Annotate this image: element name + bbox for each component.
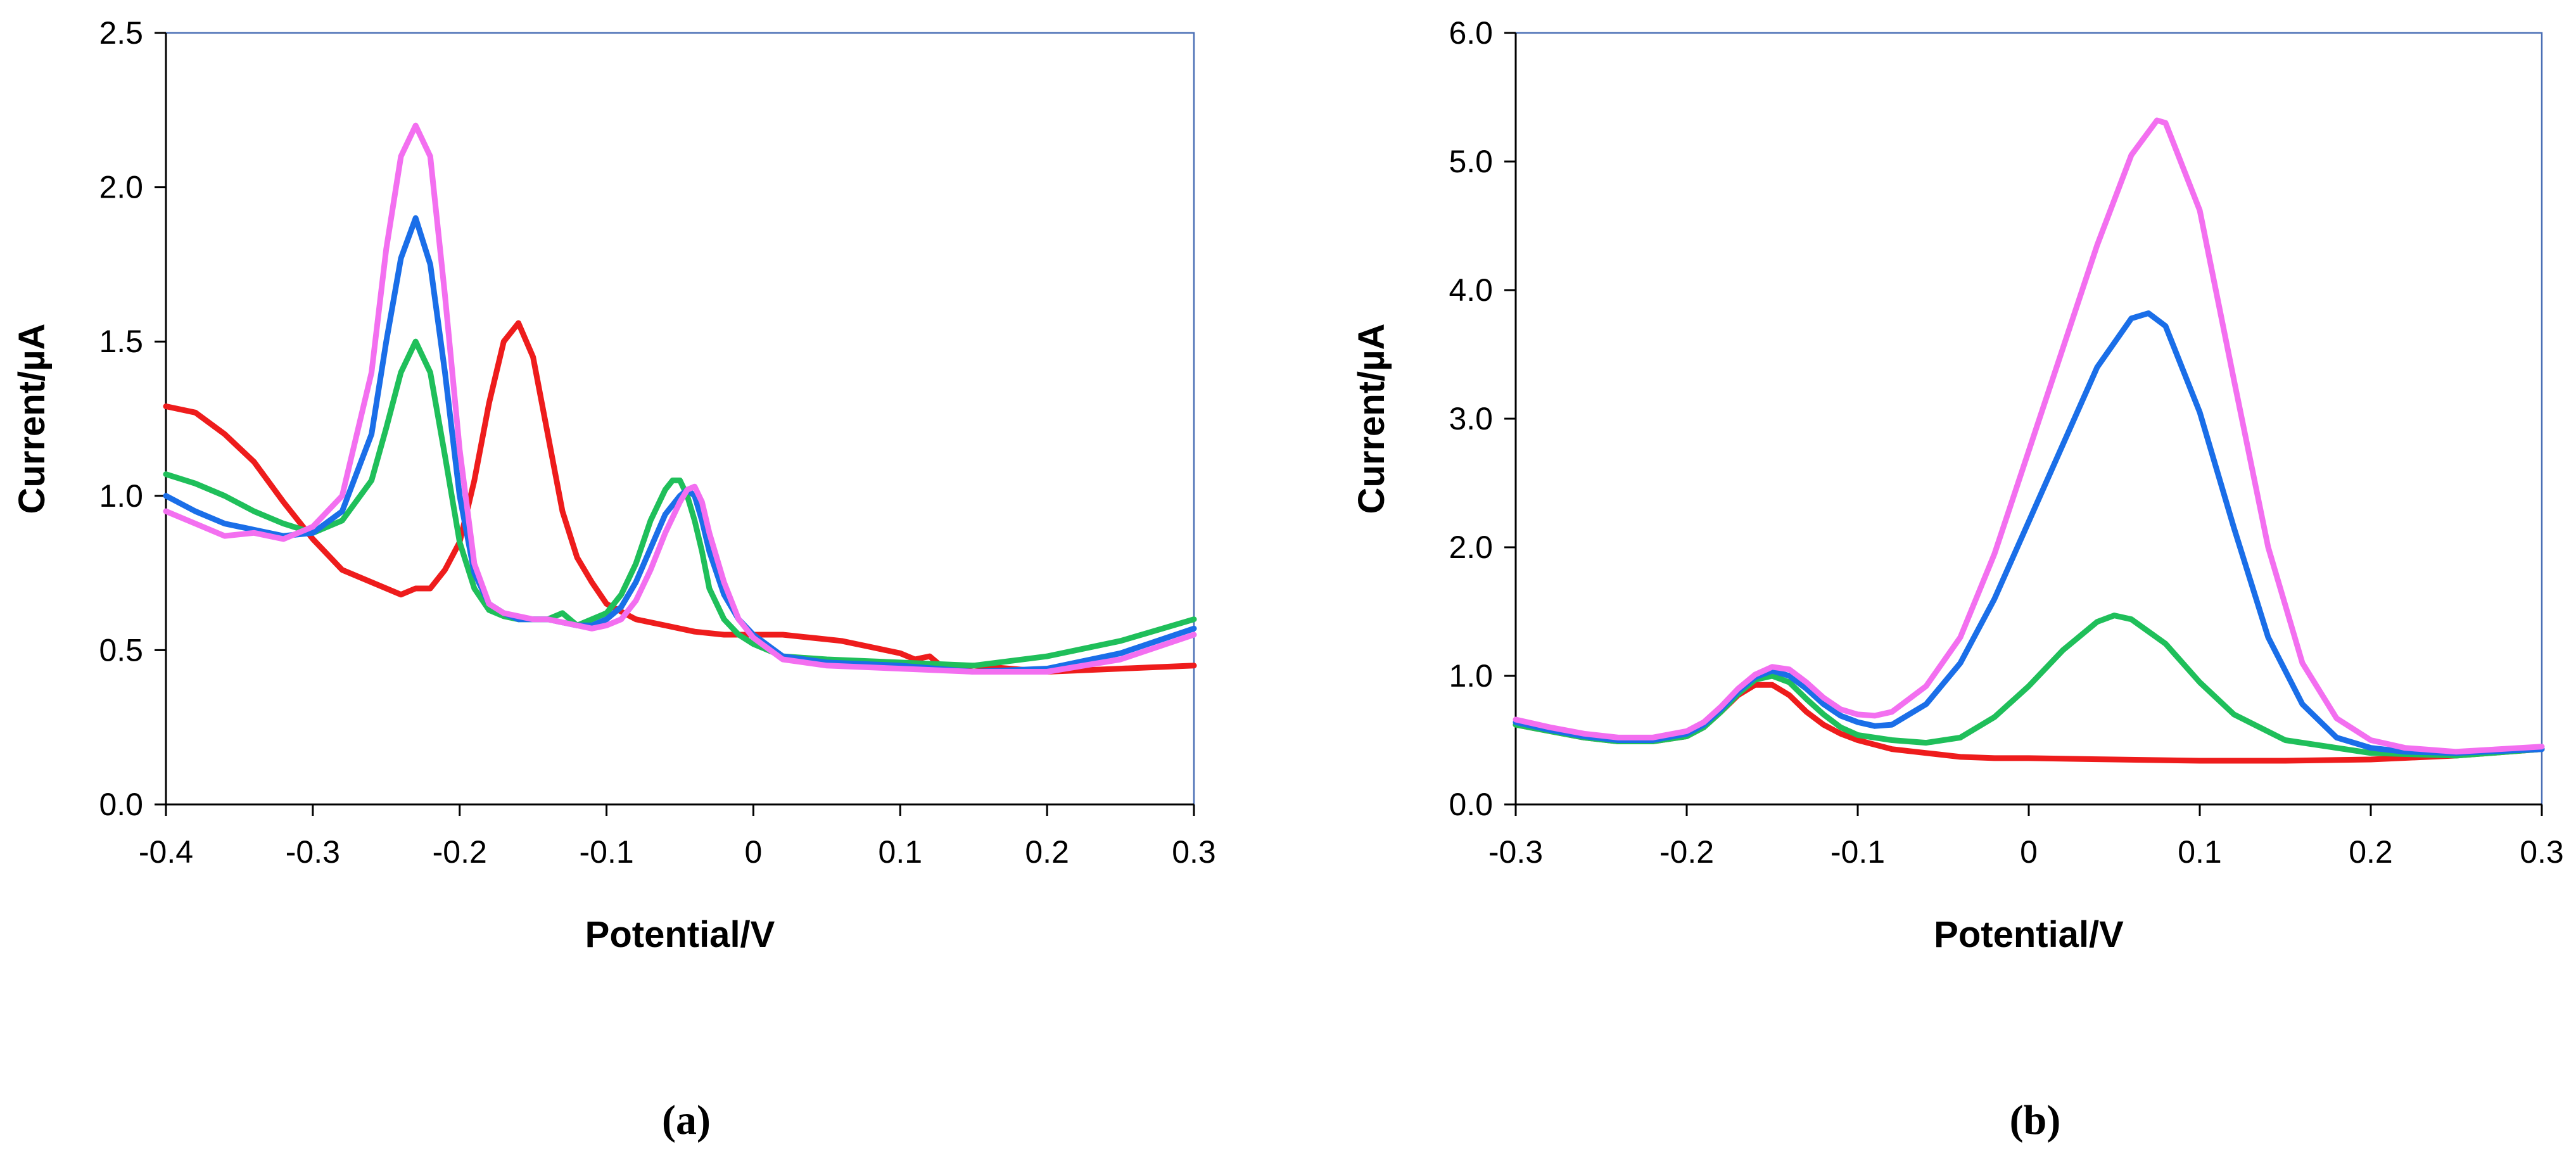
y-tick-label: 2.5 bbox=[99, 15, 143, 51]
series-line-red bbox=[163, 320, 1197, 675]
x-tick-label: -0.4 bbox=[139, 834, 193, 870]
y-tick-label: 1.0 bbox=[1449, 658, 1493, 694]
y-tick-label: 0.5 bbox=[99, 632, 143, 668]
y-tick-label: 0.0 bbox=[1449, 787, 1493, 822]
x-tick-label: -0.3 bbox=[286, 834, 340, 870]
y-axis-title: Current/µA bbox=[11, 324, 53, 514]
x-tick-label: -0.1 bbox=[579, 834, 633, 870]
x-axis-title: Potential/V bbox=[1934, 914, 2124, 955]
y-tick-label: 4.0 bbox=[1449, 272, 1493, 308]
y-tick-label: 3.0 bbox=[1449, 401, 1493, 436]
x-tick-label: -0.1 bbox=[1830, 834, 1885, 870]
y-tick-label: 1.5 bbox=[99, 324, 143, 359]
series-line-magenta bbox=[1513, 117, 2545, 755]
x-tick-label: 0 bbox=[745, 834, 763, 870]
series-line-blue bbox=[163, 215, 1197, 675]
y-tick-label: 1.0 bbox=[99, 478, 143, 514]
panel-b: 0.0 1.0 2.0 3.0 4.0 5.0 6.0 -0.3 -0.2 -0.1 0 0.1 0.2… bbox=[1351, 15, 2564, 1143]
series-line-green bbox=[163, 338, 1197, 669]
y-tick-label: 2.0 bbox=[1449, 530, 1493, 565]
x-tick-label: 0.3 bbox=[1172, 834, 1216, 870]
x-axis-title: Potential/V bbox=[585, 914, 775, 955]
y-tick-label: 0.0 bbox=[99, 787, 143, 822]
x-tick-label: 0.2 bbox=[2349, 834, 2393, 870]
y-tick-label: 5.0 bbox=[1449, 144, 1493, 179]
panel-caption: (b) bbox=[2010, 1097, 2061, 1143]
plot-frame bbox=[165, 32, 1195, 806]
x-tick-label: -0.3 bbox=[1488, 834, 1543, 870]
x-tick-label: 0.1 bbox=[2178, 834, 2222, 870]
series-line-magenta bbox=[163, 122, 1197, 675]
x-tick-label: 0.3 bbox=[2520, 834, 2564, 870]
panel-a: 0.0 0.5 1.0 1.5 2.0 2.5 -0.4 -0.3 -0.2 -0.1 0 0.1 0.… bbox=[11, 15, 1216, 1143]
y-tick-label: 6.0 bbox=[1449, 15, 1493, 51]
y-axis-title: Current/µA bbox=[1351, 324, 1392, 514]
y-tick-label: 2.0 bbox=[99, 170, 143, 205]
x-tick-label: -0.2 bbox=[433, 834, 487, 870]
panel-caption: (a) bbox=[662, 1097, 711, 1143]
x-tick-label: 0 bbox=[2020, 834, 2038, 870]
x-tick-label: 0.2 bbox=[1025, 834, 1069, 870]
x-tick-label: -0.2 bbox=[1659, 834, 1714, 870]
x-tick-label: 0.1 bbox=[879, 834, 923, 870]
